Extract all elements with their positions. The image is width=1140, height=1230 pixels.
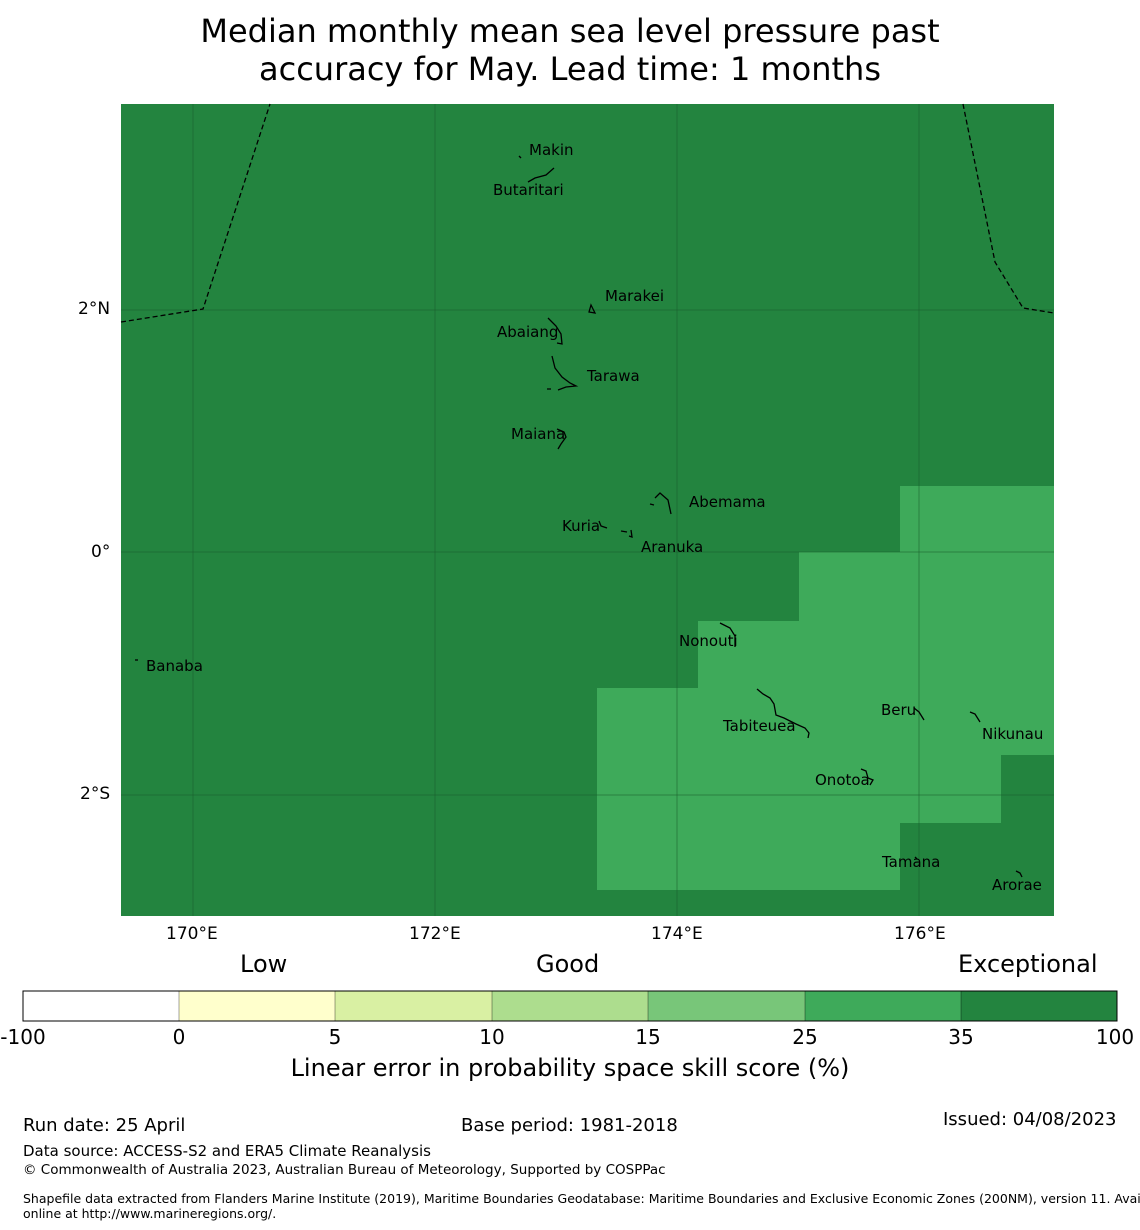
island-nikunau <box>969 711 981 723</box>
shapefile-credit-line-1: Shapefile data extracted from Flanders M… <box>23 1191 1140 1206</box>
island-beru <box>913 707 925 721</box>
label-tabiteuea: Tabiteuea <box>722 717 796 735</box>
shapefile-credit-line-2: online at http://www.marineregions.org/. <box>23 1206 277 1221</box>
label-marakei: Marakei <box>605 287 664 305</box>
label-abemama: Abemama <box>689 493 766 511</box>
base-period: Base period: 1981-2018 <box>461 1115 678 1136</box>
label-nikunau: Nikunau <box>982 725 1043 743</box>
colorbar-bin-1 <box>23 991 179 1021</box>
island-nonouti <box>719 622 736 647</box>
copyright: © Commonwealth of Australia 2023, Austra… <box>23 1162 666 1178</box>
island-tarawa <box>547 355 579 391</box>
colorbar-bin-2 <box>179 991 335 1021</box>
island-outlines <box>135 155 1023 878</box>
place-labels: Makin Butaritari Marakei Abaiang Tarawa … <box>146 141 1043 894</box>
label-beru: Beru <box>881 701 916 719</box>
island-aranuka <box>620 529 633 538</box>
colorbar-tick: 35 <box>948 1025 974 1049</box>
eez-boundaries <box>120 103 1055 323</box>
label-makin: Makin <box>529 141 574 159</box>
colorbar-bin-4 <box>492 991 648 1021</box>
island-tamana <box>914 856 918 860</box>
lon-label-174e: 174°E <box>651 924 703 944</box>
colorbar-bin-6 <box>805 991 961 1021</box>
island-kuria <box>598 520 608 529</box>
lat-label-2s: 2°S <box>80 784 111 804</box>
colorbar-label-low: Low <box>240 950 288 978</box>
colorbar-tick: -100 <box>0 1025 46 1049</box>
colorbar-label-exceptional: Exceptional <box>958 950 1098 978</box>
colorbar-label-good: Good <box>536 950 600 978</box>
colorbar-tick: 10 <box>479 1025 505 1049</box>
lon-label-176e: 176°E <box>894 924 946 944</box>
label-arorae: Arorae <box>992 876 1042 894</box>
label-maiana: Maiana <box>511 425 565 443</box>
label-banaba: Banaba <box>146 657 203 675</box>
island-marakei <box>588 303 597 314</box>
label-tarawa: Tarawa <box>586 367 640 385</box>
gridlines <box>121 104 1054 916</box>
label-abaiang: Abaiang <box>497 323 558 341</box>
skill-region-very-good <box>597 486 1054 890</box>
colorbar-tick: 15 <box>635 1025 661 1049</box>
colorbar-frame <box>22 990 1118 1022</box>
eez-boundary-west <box>120 103 271 323</box>
island-tabiteuea <box>756 688 810 739</box>
island-arorae <box>1015 870 1023 878</box>
run-date: Run date: 25 April <box>23 1115 186 1136</box>
island-butaritari <box>527 167 555 183</box>
lon-label-170e: 170°E <box>166 924 218 944</box>
colorbar-tick: 100 <box>1095 1025 1135 1049</box>
chart-title: Median monthly mean sea level pressure p… <box>0 12 1140 88</box>
label-aranuka: Aranuka <box>641 538 703 556</box>
island-abemama <box>649 492 672 515</box>
label-kuria: Kuria <box>562 517 600 535</box>
island-maiana <box>556 428 567 450</box>
colorbar-bin-5 <box>648 991 805 1021</box>
label-butaritari: Butaritari <box>493 181 564 199</box>
island-makin <box>518 155 522 159</box>
label-tamana: Tamana <box>881 853 940 871</box>
issued-date: Issued: 04/08/2023 <box>943 1109 1117 1130</box>
colorbar-tick: 5 <box>328 1025 342 1049</box>
colorbar-bin-3 <box>335 991 492 1021</box>
lat-label-2n: 2°N <box>78 299 111 319</box>
island-abaiang <box>547 317 563 345</box>
title-line-1: Median monthly mean sea level pressure p… <box>200 12 940 50</box>
eez-boundary-east <box>962 103 1055 314</box>
data-source: Data source: ACCESS-S2 and ERA5 Climate … <box>23 1142 431 1160</box>
lon-label-172e: 172°E <box>409 924 461 944</box>
label-onotoa: Onotoa <box>815 771 870 789</box>
lat-label-0: 0° <box>91 542 111 562</box>
island-onotoa <box>860 768 874 786</box>
colorbar-bin-7 <box>961 991 1117 1021</box>
colorbar-title: Linear error in probability space skill … <box>290 1054 850 1082</box>
colorbar-tick: 25 <box>792 1025 818 1049</box>
colorbar-tick: 0 <box>172 1025 186 1049</box>
title-line-2: accuracy for May. Lead time: 1 months <box>258 50 881 88</box>
label-nonouti: Nonouti <box>679 632 738 650</box>
colorbar <box>22 990 1118 1022</box>
